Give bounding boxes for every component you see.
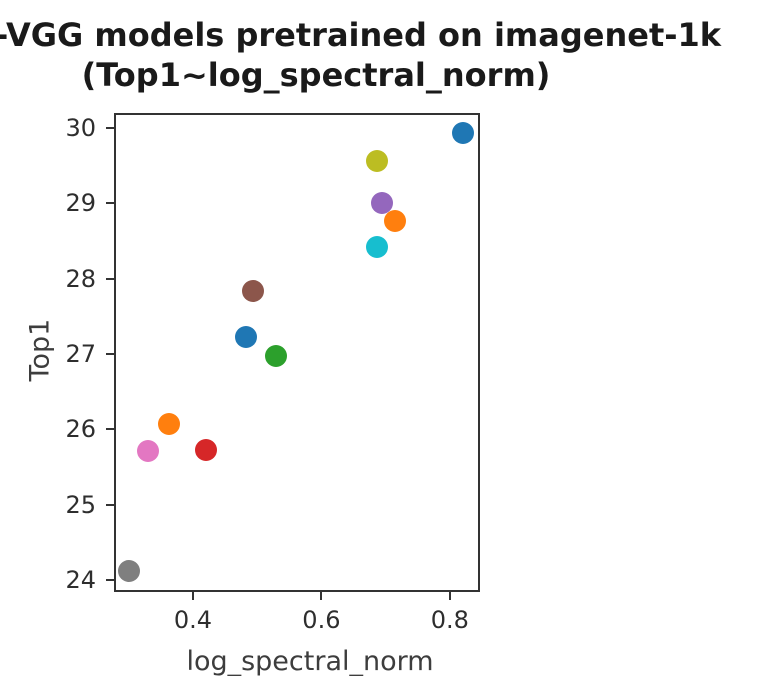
y-tick-mark	[106, 578, 114, 581]
data-point-green	[264, 345, 287, 368]
data-point-orange	[157, 413, 180, 436]
data-point-orange	[384, 210, 407, 233]
y-tick-label: 30	[65, 114, 96, 143]
data-point-red	[194, 439, 217, 462]
plot-area	[114, 113, 480, 592]
x-tick-label: 0.6	[302, 606, 341, 634]
x-axis-label: log_spectral_norm	[186, 646, 434, 676]
y-tick-label: 26	[65, 415, 96, 444]
chart-title-line2: (Top1~log_spectral_norm)	[81, 56, 551, 94]
x-tick-label: 0.8	[430, 606, 469, 634]
x-tick-mark	[448, 592, 451, 600]
y-tick-label: 28	[65, 264, 96, 293]
data-point-purple	[371, 191, 394, 214]
data-point-gray	[118, 559, 141, 582]
y-tick-mark	[106, 202, 114, 205]
y-tick-mark	[106, 353, 114, 355]
x-tick-mark	[320, 592, 323, 600]
data-point-brown	[242, 280, 265, 303]
y-tick-mark	[106, 127, 114, 130]
x-tick-label: 0.4	[173, 606, 213, 634]
y-tick-label: 29	[65, 189, 96, 218]
data-point-olive	[365, 150, 388, 173]
y-tick-label: 24	[65, 565, 96, 594]
data-point-cyan	[366, 236, 389, 259]
y-tick-label: 25	[65, 490, 96, 519]
x-tick-mark	[191, 592, 194, 600]
y-tick-mark	[106, 428, 114, 431]
y-tick-label: 27	[65, 340, 96, 368]
data-point-pink	[137, 440, 160, 463]
chart-title-line1: -VGG models pretrained on imagenet-1k	[0, 16, 722, 54]
y-tick-mark	[106, 503, 114, 506]
y-tick-mark	[106, 277, 114, 280]
data-point-blue	[234, 326, 257, 349]
data-point-blue	[451, 122, 474, 145]
